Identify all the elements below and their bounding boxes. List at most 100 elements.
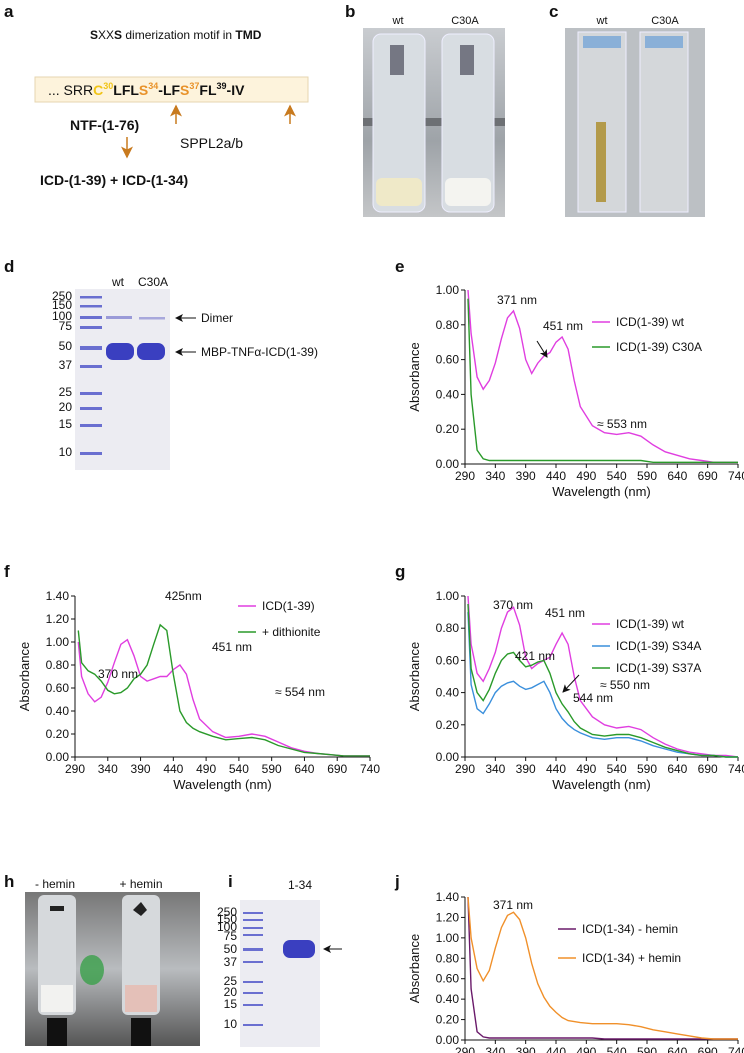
photo <box>363 28 505 217</box>
products-label: ICD-(1-39) + ICD-(1-34) <box>40 172 188 188</box>
marker-label: 10 <box>59 445 73 459</box>
x-tick-label: 490 <box>576 469 596 483</box>
x-tick-label: 740 <box>728 469 744 483</box>
peak-annotation: 370 nm <box>98 667 138 681</box>
photo <box>25 892 200 1046</box>
x-tick-label: 640 <box>667 762 687 776</box>
y-tick-label: 1.00 <box>436 931 460 945</box>
motif-part: dimerization motif in <box>122 28 235 42</box>
spectrum-line <box>77 638 370 757</box>
x-tick-label: 740 <box>360 762 380 776</box>
x-axis-label: Wavelength (nm) <box>552 777 651 792</box>
x-tick-label: 490 <box>576 762 596 776</box>
x-tick-label: 540 <box>607 1045 627 1053</box>
x-tick-label: 690 <box>698 762 718 776</box>
marker-label: 100 <box>217 920 237 934</box>
y-tick-label: 0.00 <box>46 750 70 764</box>
x-tick-label: 640 <box>667 1045 687 1053</box>
sequence-box <box>34 76 309 103</box>
x-tick-label: 290 <box>455 469 475 483</box>
y-tick-label: 1.00 <box>436 589 460 603</box>
panel-label: e <box>395 257 404 276</box>
panel-label: g <box>395 562 405 581</box>
y-tick-label: 0.80 <box>46 658 70 672</box>
legend-label: + dithionite <box>262 625 321 639</box>
spectrum-line <box>467 896 738 1040</box>
lane-label: wt <box>392 15 404 27</box>
seq-part: 34 <box>148 81 158 91</box>
x-tick-label: 390 <box>516 1045 536 1053</box>
peak-annotation: 451 nm <box>545 606 585 620</box>
panel-label: a <box>4 2 14 21</box>
x-tick-label: 740 <box>728 762 744 776</box>
seq-part: LFL <box>113 82 139 98</box>
marker-label: 150 <box>217 912 237 926</box>
marker-label: 250 <box>52 289 72 303</box>
peak-annotation: ≈ 553 nm <box>597 417 647 431</box>
x-tick-label: 690 <box>698 1045 718 1053</box>
y-axis-label: Absorbance <box>407 342 422 411</box>
legend-label: ICD(1-34) + hemin <box>582 951 681 965</box>
panel-label: f <box>4 562 10 581</box>
x-tick-label: 390 <box>516 762 536 776</box>
peak-annotation: 371 nm <box>493 898 533 912</box>
panel-label: c <box>549 2 558 21</box>
y-tick-label: 1.00 <box>46 635 70 649</box>
lane-label: - hemin <box>35 877 75 891</box>
legend-label: ICD(1-39) <box>262 599 315 613</box>
spectrum-line <box>467 603 738 758</box>
peak-annotation: 451 nm <box>543 319 583 333</box>
marker-label: 25 <box>224 974 238 988</box>
y-tick-label: 0.40 <box>436 686 460 700</box>
legend-label: ICD(1-34) - hemin <box>582 922 678 936</box>
x-tick-label: 590 <box>637 762 657 776</box>
legend-label: ICD(1-39) S34A <box>616 639 701 653</box>
y-axis-label: Absorbance <box>17 642 32 711</box>
y-tick-label: 0.60 <box>46 681 70 695</box>
lane-label: wt <box>111 275 125 289</box>
x-tick-label: 340 <box>485 469 505 483</box>
peak-annotation: 370 nm <box>493 598 533 612</box>
y-tick-label: 1.40 <box>436 890 460 904</box>
y-tick-label: 0.20 <box>436 422 460 436</box>
peak-annotation: 544 nm <box>573 691 613 705</box>
marker-label: 25 <box>59 385 73 399</box>
x-tick-label: 740 <box>728 1045 744 1053</box>
motif-part: TMD <box>235 28 261 42</box>
x-tick-label: 440 <box>546 469 566 483</box>
x-tick-label: 590 <box>262 762 282 776</box>
x-tick-label: 540 <box>607 762 627 776</box>
x-axis-label: Wavelength (nm) <box>552 484 651 499</box>
y-tick-label: 0.60 <box>436 653 460 667</box>
y-tick-label: 0.80 <box>436 621 460 635</box>
marker-label: 20 <box>59 400 73 414</box>
panel-label: d <box>4 257 14 276</box>
motif-part: S <box>114 28 122 42</box>
spectrum-line <box>467 298 738 463</box>
y-tick-label: 0.60 <box>436 353 460 367</box>
x-tick-label: 440 <box>163 762 183 776</box>
panel-label: j <box>394 872 400 891</box>
legend-label: ICD(1-39) wt <box>616 617 685 631</box>
lane-label: C30A <box>651 15 679 27</box>
marker-label: 100 <box>52 309 72 323</box>
y-tick-label: 0.00 <box>436 457 460 471</box>
legend-label: ICD(1-39) S37A <box>616 661 701 675</box>
photo <box>565 28 705 217</box>
x-tick-label: 690 <box>327 762 347 776</box>
lane-label: wt <box>596 15 608 27</box>
lane-label: 1-34 <box>288 878 312 892</box>
x-tick-label: 590 <box>637 469 657 483</box>
x-tick-label: 390 <box>131 762 151 776</box>
marker-label: 50 <box>224 942 238 956</box>
x-tick-label: 340 <box>485 1045 505 1053</box>
panel-label: h <box>4 872 14 891</box>
spectrum-line <box>77 623 370 757</box>
x-tick-label: 640 <box>294 762 314 776</box>
y-tick-label: 1.40 <box>46 589 70 603</box>
seq-part: 39 <box>217 81 227 91</box>
spectrum-line <box>467 612 738 758</box>
seq-part: FL <box>199 82 217 98</box>
seq-part: S <box>139 82 148 98</box>
seq-part: S <box>180 82 189 98</box>
